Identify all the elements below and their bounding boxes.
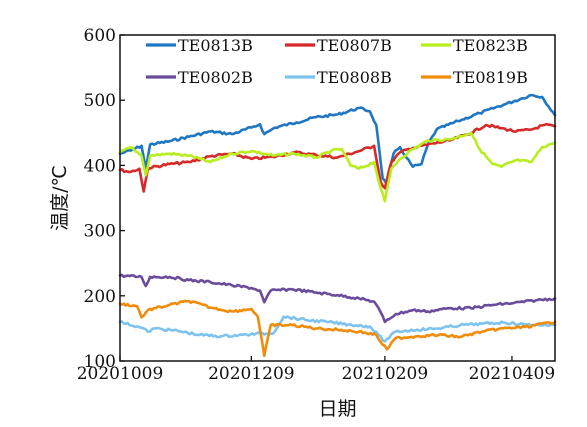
x-tick-label: 20201009 <box>77 364 164 384</box>
legend: TE0813B TE0807B TE0823B TE0802B TE0808B TE081… <box>146 36 528 87</box>
y-tick-label: 500 <box>84 91 116 111</box>
series-line-TE0813B <box>118 93 557 187</box>
y-tick-label: 200 <box>84 287 116 307</box>
series-line-TE0807B <box>118 122 557 193</box>
y-tick-label: 100 <box>84 352 116 372</box>
legend-label-TE0808B: TE0808B <box>317 68 392 87</box>
y-tick-label: 400 <box>84 156 116 176</box>
y-tick-label: 600 <box>84 26 116 46</box>
series-line-TE0823B <box>118 131 557 203</box>
legend-label-TE0819B: TE0819B <box>453 68 528 87</box>
series-line-TE0819B <box>118 299 557 358</box>
legend-label-TE0823B: TE0823B <box>453 36 528 55</box>
legend-label-TE0807B: TE0807B <box>317 36 392 55</box>
y-axis-title: 温度/℃ <box>49 165 71 231</box>
x-axis-title: 日期 <box>318 398 356 420</box>
x-axis: 20201009 20201209 20210209 20210409 <box>77 356 555 384</box>
series-line-TE0802B <box>118 273 557 324</box>
y-axis: 100 200 300 400 500 600 <box>84 26 125 372</box>
x-tick-label: 20210409 <box>469 364 556 384</box>
legend-label-TE0813B: TE0813B <box>178 36 253 55</box>
plot-frame <box>119 34 556 362</box>
y-tick-label: 300 <box>84 222 116 242</box>
series-line-TE0808B <box>118 315 557 343</box>
x-tick-label: 20201209 <box>208 364 295 384</box>
legend-label-TE0802B: TE0802B <box>178 68 253 87</box>
series-layer <box>118 93 557 358</box>
x-tick-label: 20210209 <box>342 364 429 384</box>
